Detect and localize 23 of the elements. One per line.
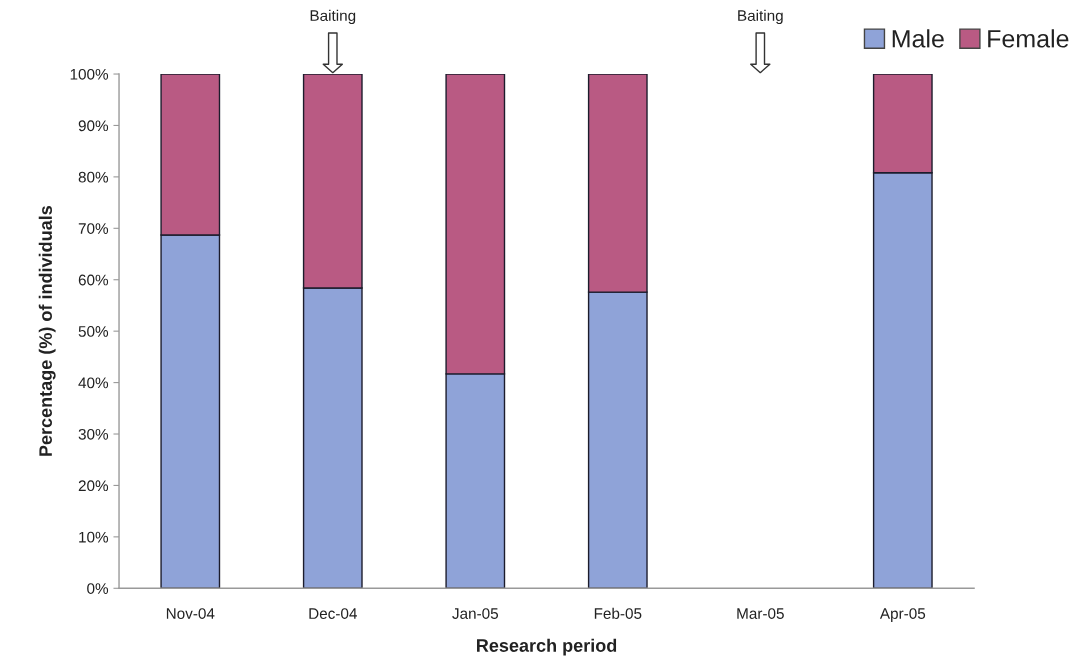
y-tick-label: 40% bbox=[78, 377, 109, 389]
y-axis-title: Percentage (%) of individuals bbox=[38, 205, 56, 456]
y-tick-label: 20% bbox=[78, 480, 109, 492]
x-tick-label: Dec-04 bbox=[309, 608, 357, 619]
y-tick-label: 30% bbox=[78, 428, 109, 440]
y-tick-label: 100% bbox=[70, 68, 109, 80]
x-tick-label: Mar-05 bbox=[737, 608, 784, 619]
y-tick-label: 50% bbox=[78, 326, 109, 337]
x-tick-label: Nov-04 bbox=[166, 608, 215, 619]
y-tick-label: 70% bbox=[78, 223, 109, 234]
y-tick-label: 80% bbox=[78, 171, 109, 183]
x-tick-label: Jan-05 bbox=[452, 608, 499, 619]
x-tick-label: Apr-05 bbox=[879, 608, 926, 622]
text: Baiting bbox=[310, 9, 356, 25]
y-tick-label: 10% bbox=[79, 531, 109, 543]
legend-label: Female bbox=[988, 29, 1069, 48]
y-tick-label: 0% bbox=[87, 583, 109, 594]
y-tick-label: 60% bbox=[78, 274, 109, 286]
x-tick-label: Feb-05 bbox=[594, 607, 642, 619]
x-axis-title: Research period bbox=[477, 638, 617, 656]
text: Baiting bbox=[738, 9, 783, 25]
legend-label: Male bbox=[892, 29, 944, 48]
y-tick-label: 90% bbox=[78, 120, 109, 132]
